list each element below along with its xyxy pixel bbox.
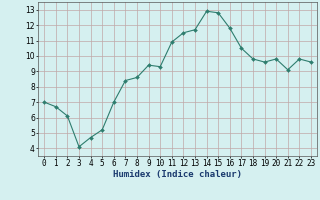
X-axis label: Humidex (Indice chaleur): Humidex (Indice chaleur) bbox=[113, 170, 242, 179]
